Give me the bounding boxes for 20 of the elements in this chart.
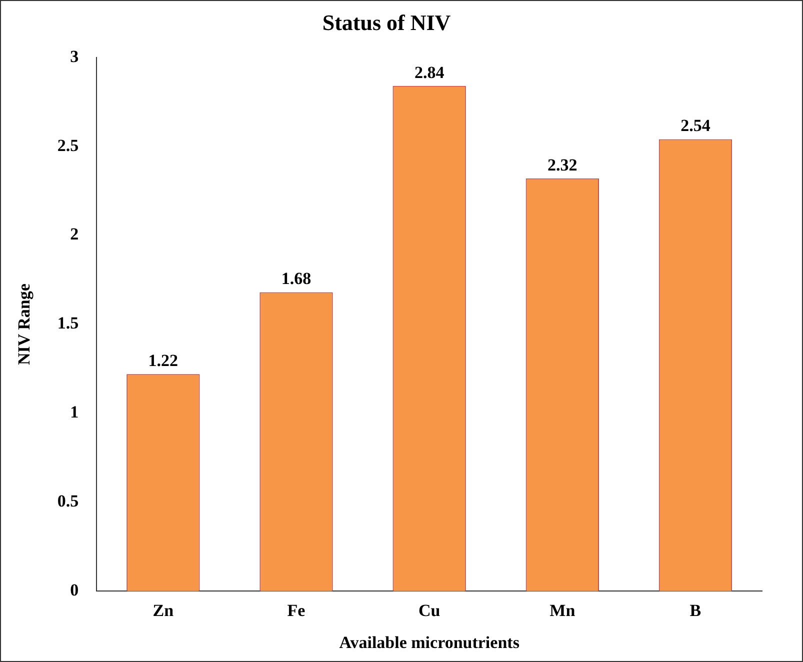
x-axis-title: Available micronutrients (339, 633, 520, 652)
y-tick-label: 3 (70, 46, 79, 66)
data-label: 2.54 (680, 116, 711, 136)
x-tick-label: Cu (418, 600, 440, 620)
data-label: 1.22 (148, 351, 178, 370)
y-axis-title: NIV Range (14, 283, 34, 365)
x-tick-label: B (690, 600, 702, 620)
x-tick-label: Fe (287, 600, 306, 620)
data-label: 1.68 (281, 269, 312, 288)
y-tick-label: 0 (70, 580, 79, 600)
y-tick-label: 2 (70, 224, 79, 244)
data-label: 2.32 (548, 155, 578, 174)
x-tick-label: Zn (152, 600, 174, 620)
chart-title: Status of NIV (322, 10, 451, 35)
y-tick-label: 0.5 (57, 492, 79, 511)
y-tick-label: 1.5 (57, 314, 79, 333)
data-label: 2.84 (414, 62, 445, 82)
y-tick-label: 1 (70, 402, 79, 422)
y-tick-label: 2.5 (57, 136, 79, 155)
x-tick-label: Mn (550, 600, 576, 620)
